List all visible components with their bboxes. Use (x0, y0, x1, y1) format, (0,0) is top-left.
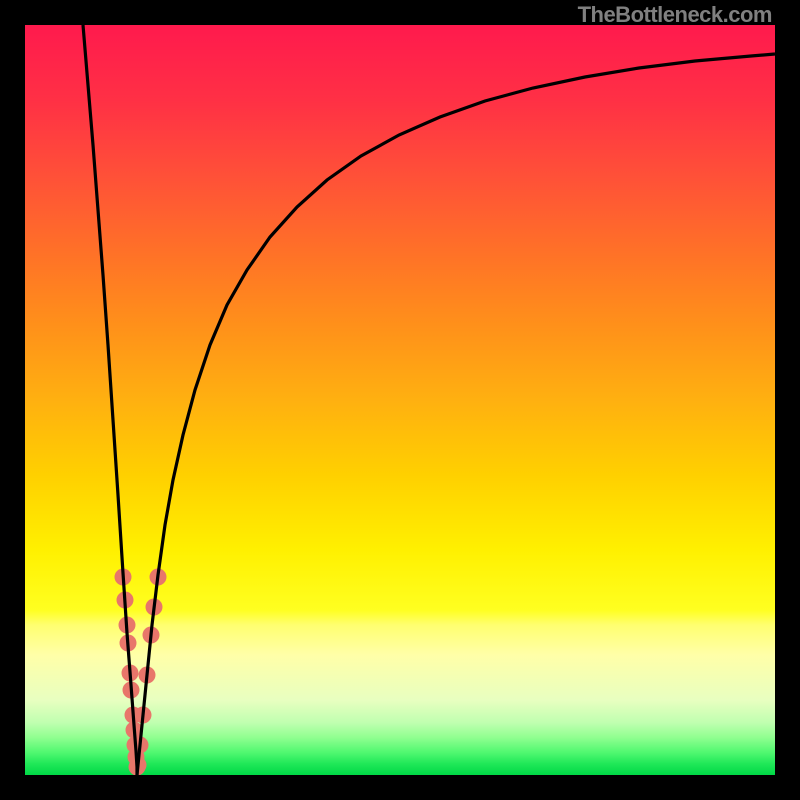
bottleneck-curve (25, 25, 775, 775)
curve-left-branch (83, 25, 137, 775)
chart-frame: TheBottleneck.com (0, 0, 800, 800)
plot-area (25, 25, 775, 775)
watermark-text: TheBottleneck.com (578, 2, 772, 28)
curve-right-branch (137, 54, 775, 775)
